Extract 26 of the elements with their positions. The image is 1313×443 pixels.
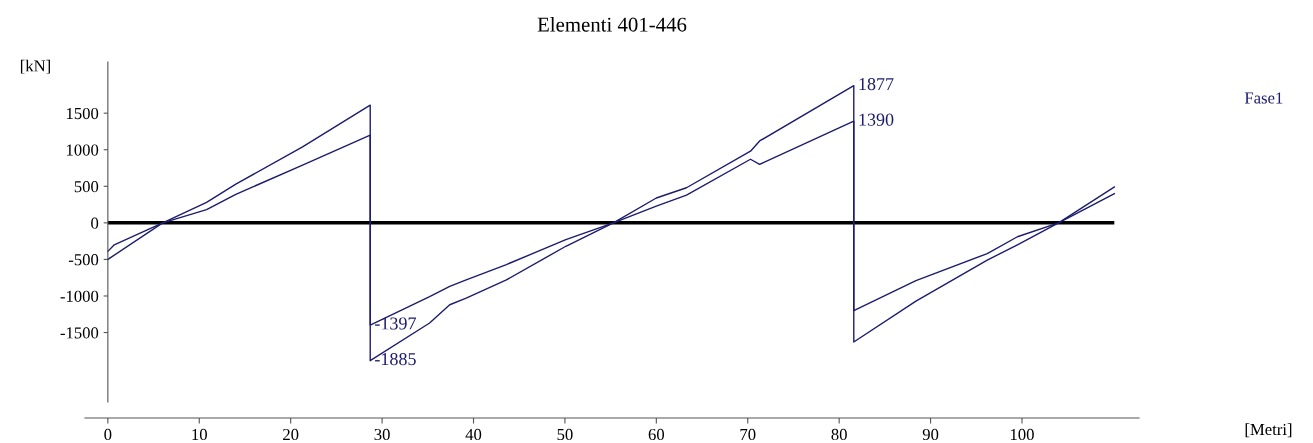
y-tick-label: -500 <box>68 254 99 266</box>
x-tick-label: 60 <box>648 428 665 441</box>
chart-title: Elementi 401-446 <box>537 16 687 32</box>
x-tick-label: 40 <box>465 428 482 441</box>
y-tick-label: 1500 <box>66 107 99 120</box>
x-tick-label: 90 <box>922 428 939 441</box>
x-tick-label: 80 <box>831 428 847 441</box>
y-tick-label: 1000 <box>66 144 99 156</box>
data-label: 1390 <box>859 113 894 126</box>
data-label: -1885 <box>375 353 416 366</box>
y-tick-label: 0 <box>91 217 99 229</box>
x-tick-label: 20 <box>283 428 299 441</box>
data-label: 1877 <box>859 77 894 91</box>
y-axis-title: [kN] <box>20 59 50 74</box>
y-tick-label: -1500 <box>60 327 99 339</box>
text: Fase1 <box>1244 92 1283 104</box>
x-tick-label: 10 <box>192 428 207 441</box>
data-label: -1397 <box>375 317 416 330</box>
x-tick-label: 70 <box>740 428 756 441</box>
x-tick-label: 100 <box>1010 428 1034 441</box>
y-tick-label: 500 <box>74 181 99 193</box>
x-tick-label: 0 <box>104 428 112 441</box>
text: [Metri] <box>1245 423 1292 438</box>
y-tick-label: -1000 <box>60 290 99 302</box>
x-tick-label: 50 <box>557 428 573 441</box>
x-tick-label: 30 <box>374 428 390 441</box>
